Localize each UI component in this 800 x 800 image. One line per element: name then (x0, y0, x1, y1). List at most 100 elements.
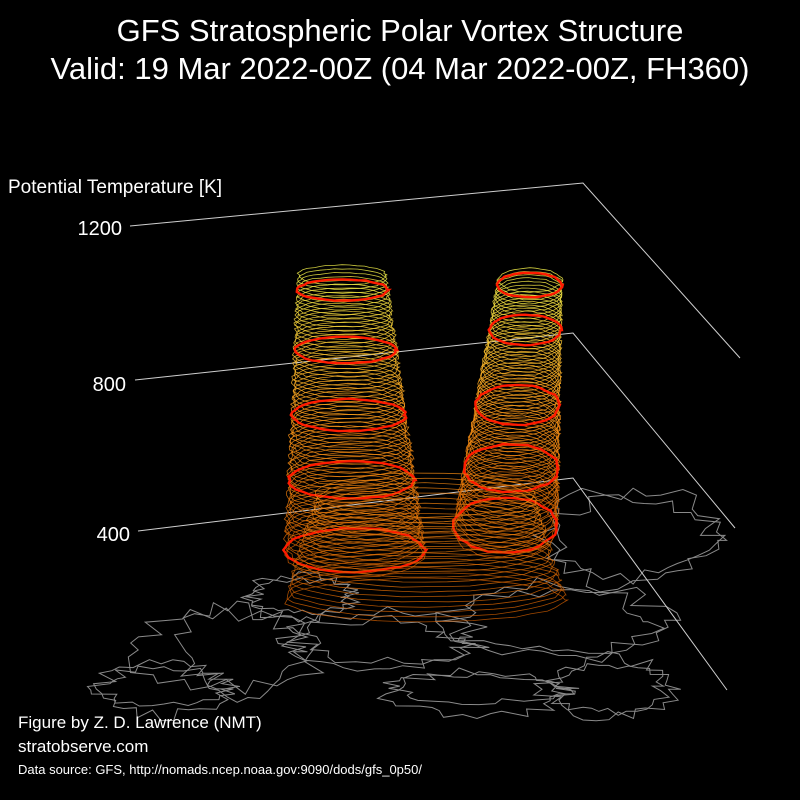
coastline (382, 671, 580, 706)
theta-contour (491, 294, 562, 323)
theta-contour (292, 375, 406, 407)
theta-contour (292, 379, 404, 411)
theta-contour (291, 432, 415, 470)
coastline (275, 614, 476, 672)
theta-contour (488, 317, 562, 350)
theta-contour (490, 304, 564, 334)
theta-contour (294, 321, 397, 348)
theta-contour (477, 367, 561, 407)
theta-contour (290, 367, 402, 399)
vortex-lobe-left (281, 264, 429, 578)
theta-contour (296, 264, 388, 286)
vortex-lobe-right (451, 267, 565, 559)
highlight-contour (293, 335, 400, 365)
theta-contour (290, 394, 407, 428)
tick-1200: 1200 (78, 218, 123, 240)
theta-contour (286, 475, 420, 516)
theta-contour (455, 485, 558, 539)
theta-contour (476, 371, 561, 411)
theta-contour (287, 471, 416, 511)
base-contour (291, 557, 563, 603)
base-contour (313, 482, 540, 528)
theta-contour (294, 298, 394, 324)
theta-contour (289, 425, 413, 461)
theta-contour (286, 452, 415, 490)
theta-contour (283, 498, 422, 541)
gridline-800 (134, 332, 736, 529)
coastline (531, 487, 727, 585)
theta-contour (486, 321, 563, 354)
figure-title-block: GFS Stratospheric Polar Vortex Structure… (0, 12, 800, 88)
theta-contour (482, 347, 562, 384)
base-contour (305, 497, 543, 543)
theta-contour (473, 391, 561, 434)
gridline-1200 (129, 182, 741, 359)
theta-contour (287, 436, 412, 474)
theta-contour (288, 479, 420, 520)
theta-contour (293, 318, 396, 345)
base-contour (315, 477, 539, 523)
theta-contour (291, 382, 405, 416)
theta-contour (284, 532, 427, 578)
base-contour (297, 532, 552, 578)
base-contour (314, 472, 536, 518)
highlight-contour (295, 278, 392, 302)
theta-contour (285, 493, 419, 537)
base-contour (291, 552, 560, 598)
theta-contour (293, 359, 402, 390)
theta-contour (480, 357, 563, 396)
theta-contour (493, 284, 563, 312)
theta-contour (480, 350, 561, 389)
theta-contour (496, 267, 564, 293)
vortex-base-merge (284, 472, 570, 623)
theta-contour (294, 291, 392, 315)
base-contour (302, 517, 548, 563)
base-contour (292, 542, 556, 588)
coastline (376, 667, 575, 720)
coastline (86, 665, 240, 707)
theta-contour (482, 340, 562, 376)
coastline (545, 494, 728, 593)
theta-contour (293, 306, 394, 332)
base-contour (302, 512, 548, 558)
figure-subtitle: Valid: 19 Mar 2022-00Z (04 Mar 2022-00Z,… (50, 51, 750, 86)
theta-contour (470, 404, 561, 449)
base-contour (287, 567, 566, 613)
highlight-contour (474, 383, 562, 427)
theta-contour (296, 272, 389, 294)
credit-website: stratobserve.com (18, 737, 149, 756)
base-contour (284, 577, 570, 623)
tick-400: 400 (97, 524, 130, 546)
theta-contour (481, 344, 563, 380)
theta-contour (291, 348, 401, 378)
theta-contour (478, 361, 562, 399)
theta-contour (465, 428, 560, 476)
theta-contour (469, 411, 562, 457)
theta-contour (473, 397, 561, 441)
theta-contour (290, 414, 407, 449)
base-contour (303, 507, 547, 553)
theta-contour (477, 364, 562, 403)
theta-contour (293, 386, 406, 419)
data-source: Data source: GFS, http://nomads.ncep.noa… (18, 762, 422, 777)
base-contour (298, 522, 552, 568)
base-contour (294, 537, 554, 583)
coastline (92, 659, 234, 722)
coastline (434, 589, 666, 654)
axis-title: Potential Temperature [K] (8, 177, 222, 198)
theta-contour (287, 417, 411, 453)
base-contour (311, 492, 542, 538)
theta-contour (291, 363, 403, 394)
tick-800: 800 (93, 374, 126, 396)
theta-contour (492, 287, 563, 316)
gridline-400 (137, 477, 728, 691)
theta-contour (293, 310, 394, 336)
theta-contour (473, 394, 562, 438)
base-contour (289, 562, 563, 608)
base-contour (306, 502, 545, 548)
theta-contour (466, 424, 561, 472)
highlight-contour (462, 442, 560, 494)
theta-contour (290, 405, 408, 440)
theta-contour (294, 302, 393, 328)
